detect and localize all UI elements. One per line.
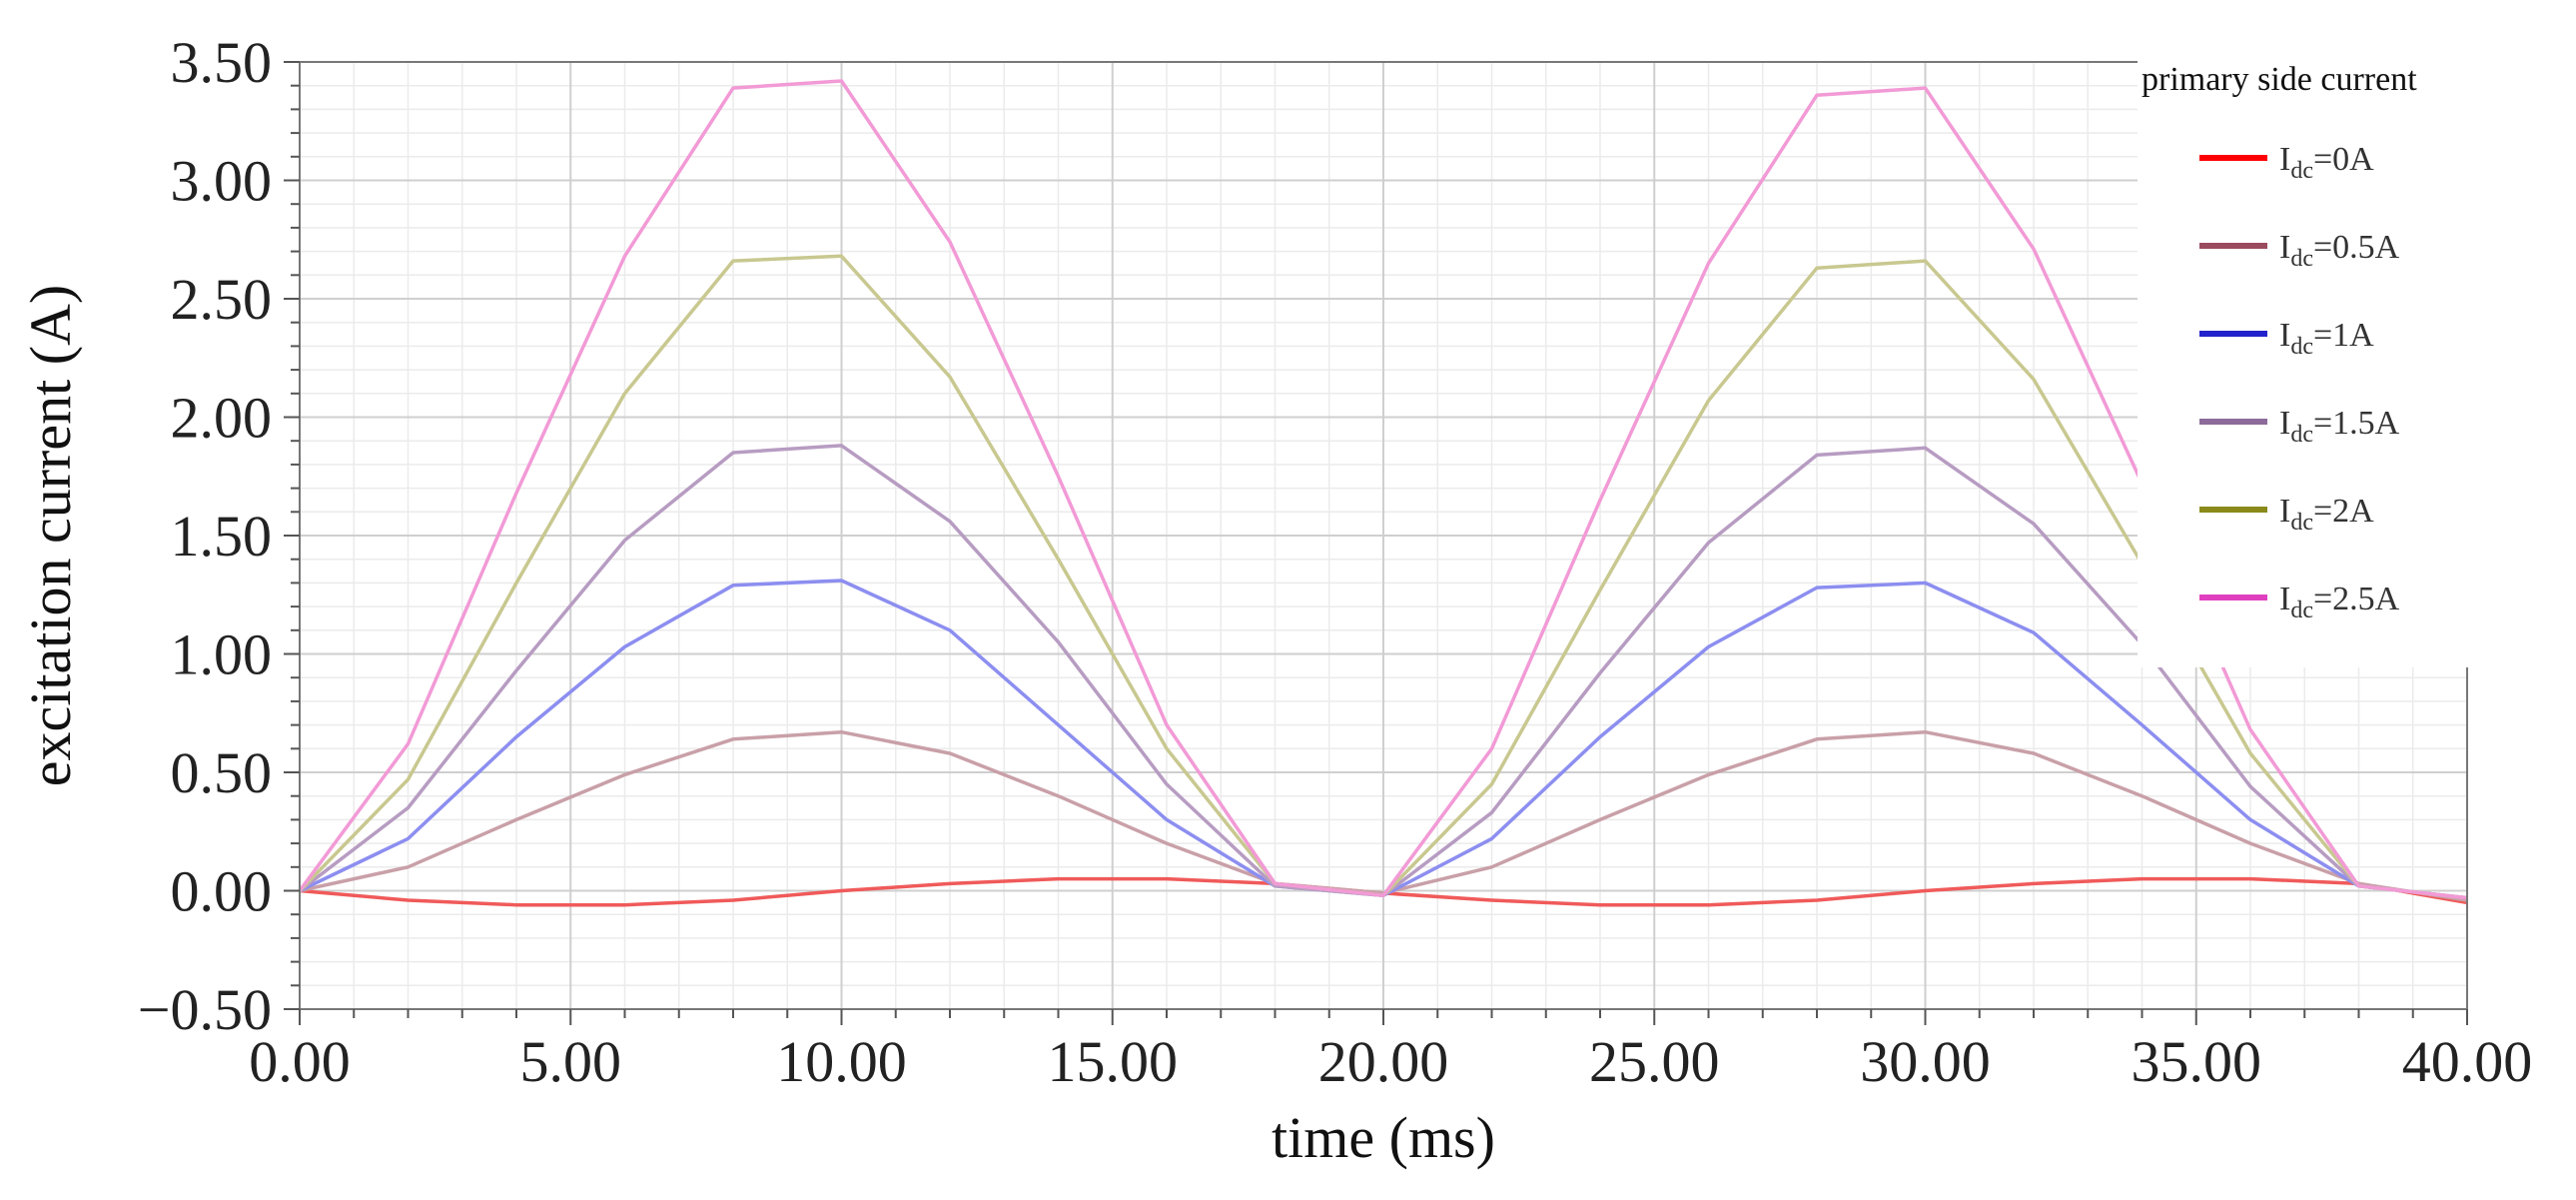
y-tick-label: 3.00	[171, 149, 273, 214]
x-tick-label: 0.00	[249, 1029, 351, 1094]
y-axis-title: excitation current (A)	[18, 285, 83, 786]
legend-label-4: Idc=2A	[2279, 493, 2374, 536]
y-tick-label: 2.50	[171, 267, 273, 332]
x-axis-title: time (ms)	[1272, 1105, 1495, 1170]
x-tick-label: 5.00	[520, 1029, 622, 1094]
legend-label-0: Idc=0A	[2279, 141, 2374, 184]
y-tick-labels: −0.50 0.00 0.50 1.00 1.50 2.00 2.50 3.00 3.50	[138, 30, 272, 1042]
x-tick-label: 15.00	[1048, 1029, 1179, 1094]
x-tick-label: 20.00	[1318, 1029, 1449, 1094]
x-tick-label: 25.00	[1589, 1029, 1720, 1094]
legend-label-5: Idc=2.5A	[2279, 581, 2400, 623]
legend-title: primary side current	[2142, 61, 2417, 98]
y-tick-label: 3.50	[171, 30, 273, 95]
series-line-5	[298, 79, 2468, 900]
legend-label-3: Idc=1.5A	[2279, 405, 2400, 448]
legend-label-2: Idc=1A	[2279, 317, 2374, 360]
y-tick-label: 1.50	[171, 504, 273, 569]
legend-background	[2138, 48, 2537, 667]
x-tick-labels: 0.00 5.00 10.00 15.00 20.00 25.00 30.00 35.00 40…	[249, 1029, 2532, 1094]
tick-marks	[284, 61, 2468, 1025]
legend: primary side current Idc=0A Idc=0.5A Idc=1…	[2138, 48, 2537, 667]
y-tick-label: 0.50	[171, 740, 273, 805]
y-tick-label: 0.00	[171, 859, 273, 924]
x-tick-label: 35.00	[2132, 1029, 2262, 1094]
x-tick-label: 30.00	[1860, 1029, 1991, 1094]
legend-items: Idc=0A Idc=0.5A Idc=1A Idc=1.5A Idc=2A Idc=2.…	[2199, 141, 2400, 623]
y-tick-label: −0.50	[138, 977, 272, 1042]
x-tick-label: 10.00	[776, 1029, 907, 1094]
y-tick-label: 1.00	[171, 622, 273, 687]
y-tick-label: 2.00	[171, 386, 273, 451]
x-tick-label: 40.00	[2402, 1029, 2533, 1094]
series-layer	[298, 79, 2468, 907]
legend-label-1: Idc=0.5A	[2279, 229, 2400, 272]
